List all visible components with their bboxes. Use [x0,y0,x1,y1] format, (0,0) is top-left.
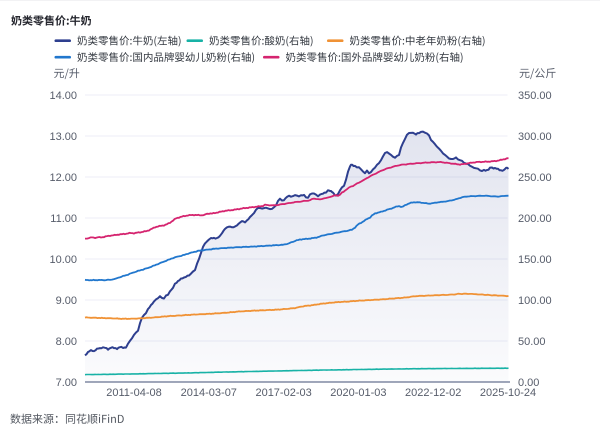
svg-text:200.00: 200.00 [518,213,552,225]
svg-text:2014-03-07: 2014-03-07 [181,387,237,399]
svg-text:9.00: 9.00 [56,295,77,307]
svg-text:7.00: 7.00 [56,377,77,389]
svg-text:50.00: 50.00 [518,336,546,348]
svg-text:300.00: 300.00 [518,131,552,143]
svg-text:100.00: 100.00 [518,295,552,307]
svg-text:350.00: 350.00 [518,90,552,102]
svg-text:12.00: 12.00 [49,172,77,184]
svg-text:2011-04-08: 2011-04-08 [106,387,161,399]
svg-text:10.00: 10.00 [49,254,77,266]
svg-text:14.00: 14.00 [49,90,77,102]
svg-text:2022-12-02: 2022-12-02 [405,387,461,399]
svg-text:2025-10-24: 2025-10-24 [480,387,536,399]
svg-text:13.00: 13.00 [49,131,77,143]
svg-text:2017-02-03: 2017-02-03 [255,387,311,399]
svg-text:0.00: 0.00 [518,377,539,389]
svg-text:2020-01-03: 2020-01-03 [330,387,386,399]
svg-text:8.00: 8.00 [56,336,77,348]
svg-text:150.00: 150.00 [518,254,552,266]
svg-text:250.00: 250.00 [518,172,552,184]
svg-text:11.00: 11.00 [50,213,77,225]
